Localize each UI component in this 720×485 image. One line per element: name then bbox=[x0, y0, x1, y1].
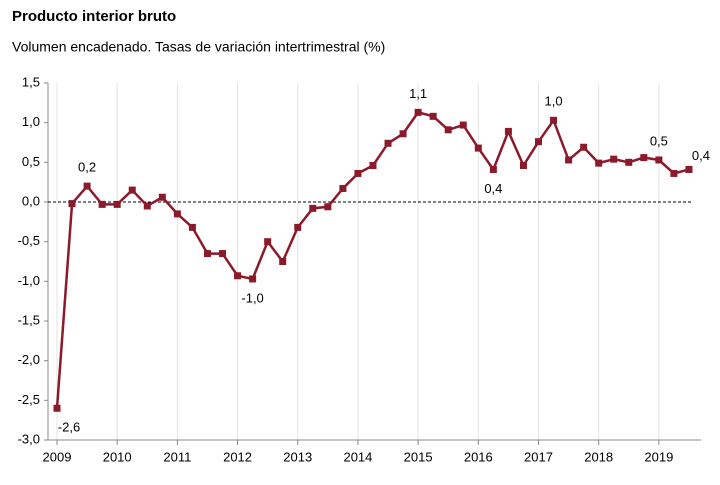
x-tick-label: 2018 bbox=[584, 449, 613, 464]
y-tick-label: 0,0 bbox=[22, 193, 40, 208]
marker bbox=[354, 169, 362, 177]
marker bbox=[234, 272, 242, 280]
marker bbox=[128, 186, 136, 194]
y-tick-label: 1,0 bbox=[22, 114, 40, 129]
x-tick-label: 2013 bbox=[283, 449, 312, 464]
marker bbox=[113, 200, 121, 208]
y-tick-label: -1,0 bbox=[18, 273, 40, 288]
x-tick-label: 2015 bbox=[404, 449, 433, 464]
marker bbox=[158, 193, 166, 201]
marker bbox=[249, 275, 257, 283]
marker bbox=[83, 182, 91, 190]
marker bbox=[279, 258, 287, 265]
marker bbox=[339, 185, 347, 193]
data-label: 0,4 bbox=[692, 148, 710, 163]
marker bbox=[550, 116, 558, 124]
data-label: 0,2 bbox=[78, 160, 96, 175]
marker bbox=[324, 203, 332, 211]
marker bbox=[459, 121, 467, 129]
chart-title: Producto interior bruto bbox=[12, 8, 176, 25]
y-tick-label: -0,5 bbox=[18, 233, 40, 248]
marker bbox=[143, 202, 151, 210]
marker bbox=[173, 210, 181, 218]
x-tick-label: 2014 bbox=[343, 449, 372, 464]
marker bbox=[610, 155, 618, 163]
x-tick-label: 2010 bbox=[103, 449, 132, 464]
marker bbox=[264, 238, 272, 246]
marker bbox=[53, 404, 61, 412]
marker bbox=[219, 250, 227, 258]
marker bbox=[188, 223, 196, 231]
marker bbox=[504, 127, 512, 135]
marker bbox=[580, 143, 588, 151]
marker bbox=[565, 156, 573, 164]
y-tick-label: -2,5 bbox=[18, 392, 40, 407]
marker bbox=[444, 126, 452, 134]
marker bbox=[685, 165, 693, 173]
marker bbox=[98, 200, 106, 208]
marker bbox=[414, 108, 422, 116]
marker bbox=[655, 156, 663, 164]
data-label: 0,4 bbox=[484, 181, 502, 196]
x-tick-label: 2009 bbox=[43, 449, 72, 464]
marker bbox=[203, 250, 211, 258]
chart-subtitle: Volumen encadenado. Tasas de variación i… bbox=[12, 39, 385, 55]
x-tick-label: 2016 bbox=[464, 449, 493, 464]
data-label: 1,1 bbox=[409, 86, 427, 101]
data-label: 0,5 bbox=[650, 133, 668, 148]
marker bbox=[640, 154, 648, 162]
marker bbox=[489, 165, 497, 173]
x-tick-label: 2011 bbox=[163, 449, 191, 464]
y-tick-label: -2,0 bbox=[18, 352, 40, 367]
y-tick-label: 0,5 bbox=[22, 154, 40, 169]
data-label: -2,6 bbox=[58, 420, 80, 435]
marker bbox=[595, 159, 603, 167]
marker bbox=[534, 138, 542, 146]
data-label: 1,0 bbox=[545, 94, 563, 109]
marker bbox=[670, 169, 678, 177]
marker bbox=[429, 112, 437, 120]
marker bbox=[384, 139, 392, 147]
marker bbox=[399, 130, 407, 138]
y-tick-label: -3,0 bbox=[18, 431, 40, 446]
marker bbox=[309, 204, 317, 212]
data-line bbox=[55, 110, 690, 409]
marker bbox=[68, 200, 76, 208]
marker bbox=[369, 162, 377, 170]
marker bbox=[294, 223, 302, 231]
x-tick-label: 2019 bbox=[644, 449, 673, 464]
y-tick-label: 1,5 bbox=[22, 74, 40, 89]
x-tick-label: 2012 bbox=[223, 449, 252, 464]
y-tick-label: -1,5 bbox=[18, 312, 40, 327]
marker bbox=[474, 144, 482, 152]
marker bbox=[625, 158, 633, 166]
marker bbox=[519, 162, 527, 170]
data-label: -1,0 bbox=[241, 290, 263, 305]
x-tick-label: 2017 bbox=[524, 449, 553, 464]
